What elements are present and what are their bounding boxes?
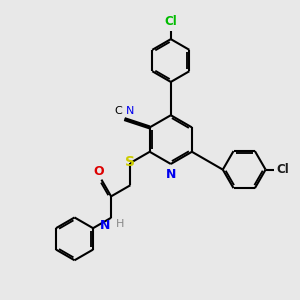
Text: H: H xyxy=(116,219,124,229)
Text: Cl: Cl xyxy=(276,163,289,176)
Text: Cl: Cl xyxy=(164,15,177,28)
Text: S: S xyxy=(125,155,135,169)
Text: C: C xyxy=(114,106,122,116)
Text: N: N xyxy=(166,168,177,181)
Text: N: N xyxy=(126,106,134,116)
Text: O: O xyxy=(93,165,104,178)
Text: N: N xyxy=(100,219,110,232)
